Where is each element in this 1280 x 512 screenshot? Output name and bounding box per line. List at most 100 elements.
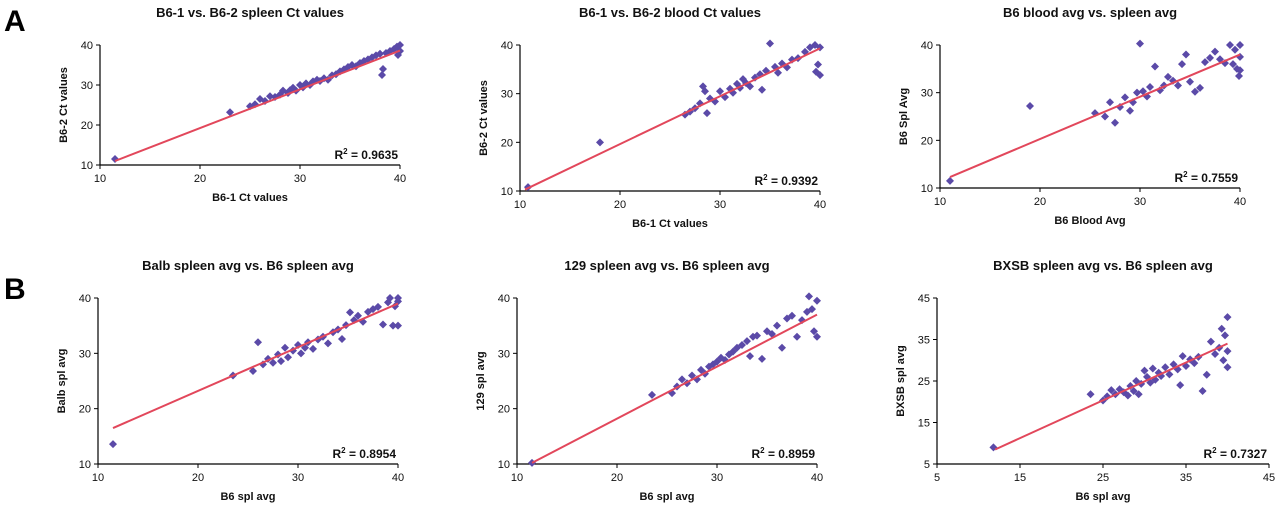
chart-title: Balb spleen avg vs. B6 spleen avg [142,258,354,273]
data-point [773,321,781,330]
data-point [1174,81,1182,90]
data-point [1164,72,1172,81]
x-axis-label: B6 spl avg [639,491,694,503]
data-point [648,390,656,399]
data-point [1217,324,1226,333]
x-tick-label: 20 [611,472,623,484]
x-axis-label: B6-1 Ct values [212,192,288,204]
y-tick-label: 10 [498,459,510,471]
data-point [1186,77,1194,86]
x-tick-label: 40 [811,472,823,484]
panel-label-a: A [4,5,26,38]
chart-title: B6-1 vs. B6-2 blood Ct values [579,5,761,20]
x-tick-label: 35 [1180,472,1192,484]
r-squared-label: R2 = 0.7327 [1203,446,1267,461]
data-point [396,41,404,49]
data-point [1165,370,1174,379]
r-squared-label: R2 = 0.9635 [334,147,398,162]
data-point [249,367,257,376]
x-axis-label: B6 spl avg [1075,491,1130,503]
y-tick-label: 40 [79,293,91,305]
data-point [374,302,382,311]
data-point [297,349,305,358]
trend-line [994,342,1228,451]
data-point [1136,39,1144,48]
y-tick-label: 10 [501,186,513,198]
data-point [1134,390,1143,399]
r-squared-prefix: R [334,148,343,162]
data-point [1178,352,1187,361]
data-point [1223,313,1232,322]
panel-label-b: B [4,273,26,306]
data-point [738,341,746,350]
data-point [284,353,292,362]
y-axis-label: B6-2 Ct values [58,67,70,143]
data-point [1201,58,1209,67]
data-point [946,176,954,185]
x-tick-label: 10 [511,472,523,484]
x-tick-label: 10 [934,196,946,208]
y-tick-label: 30 [81,80,93,92]
data-point [1133,88,1141,97]
data-point [379,320,387,329]
data-point [1176,381,1185,390]
data-point [810,327,818,336]
x-tick-label: 10 [92,472,104,484]
y-tick-label: 10 [921,183,933,195]
r-squared-value: = 0.7327 [1217,447,1268,461]
x-tick-label: 30 [711,472,723,484]
chart-title: 129 spleen avg vs. B6 spleen avg [564,258,769,273]
x-tick-label: 10 [514,199,526,211]
data-point [1211,350,1220,359]
data-point [1129,386,1138,395]
data-point [688,371,696,380]
data-point [678,375,686,384]
r-squared-value: = 0.8959 [765,447,816,461]
x-tick-label: 20 [1034,196,1046,208]
r-squared-label: R2 = 0.8954 [332,446,396,461]
data-point [1139,87,1147,96]
x-tick-label: 40 [814,199,826,211]
x-tick-label: 10 [94,173,106,185]
r-squared-superscript: 2 [1212,446,1217,455]
data-point [389,321,397,330]
data-point [109,440,117,449]
data-point [1223,363,1232,372]
data-point [1190,359,1199,368]
data-point [1206,53,1214,62]
data-point [1231,45,1239,54]
r-squared-value: = 0.9635 [348,148,399,162]
data-point [701,87,709,96]
r-squared-value: = 0.9392 [768,174,819,188]
data-point [254,338,262,347]
data-point [386,294,394,302]
x-tick-label: 40 [1234,196,1246,208]
data-point [1226,41,1234,49]
x-tick-label: 20 [194,173,206,185]
y-tick-label: 5 [924,459,930,471]
data-point [813,296,821,305]
data-point [596,138,604,147]
data-point [1123,391,1132,400]
x-tick-label: 40 [394,173,406,185]
data-point [774,68,782,77]
y-axis-label: 129 spl avg [475,351,487,410]
data-point [266,92,274,101]
y-axis-label: B6-2 Ct values [478,80,490,156]
x-tick-label: 30 [714,199,726,211]
data-point [1178,60,1186,69]
data-point [1221,331,1230,340]
data-point [354,311,362,320]
data-point [281,343,289,352]
y-tick-label: 30 [921,88,933,100]
data-point [808,305,816,314]
data-point [813,332,821,341]
data-point [1229,60,1237,69]
data-point [1211,47,1219,56]
data-point [394,321,402,330]
y-tick-label: 45 [918,293,930,305]
y-tick-label: 30 [501,89,513,101]
data-point [309,344,317,353]
x-tick-label: 5 [934,472,940,484]
